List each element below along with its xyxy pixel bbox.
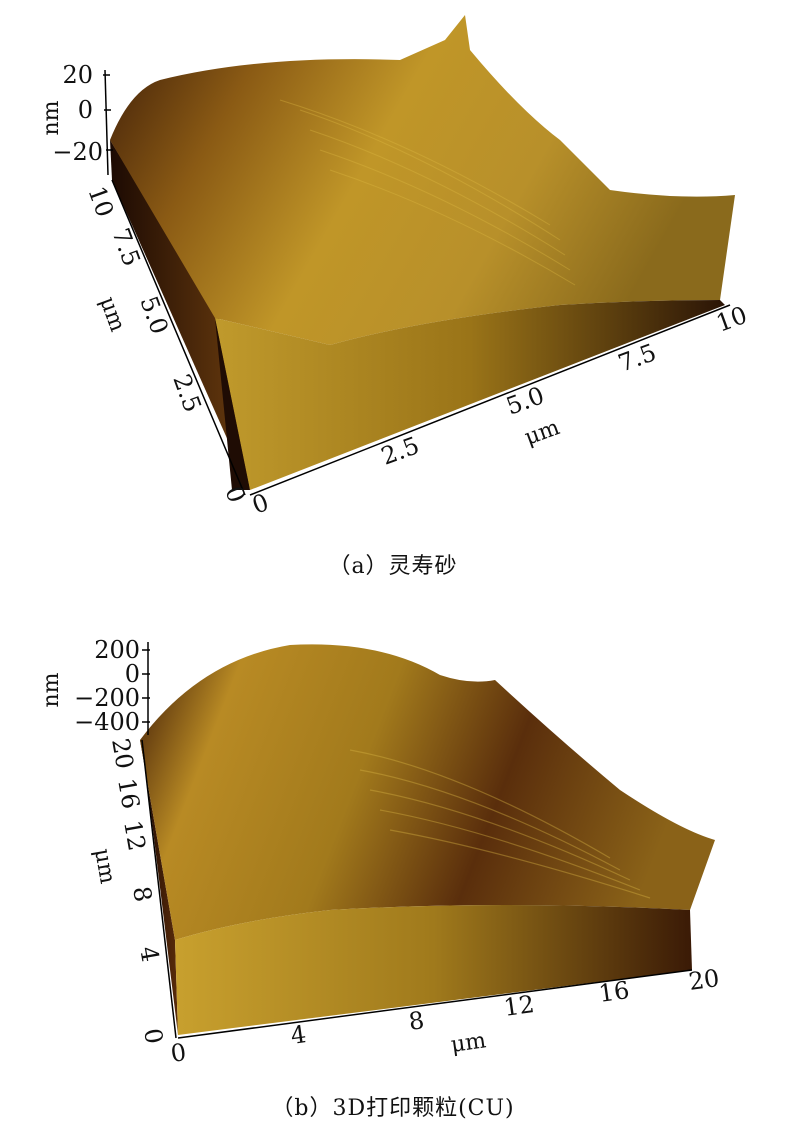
x-tick-b-2: 8 [407,1006,426,1036]
y-tick-b-4: 4 [134,944,164,964]
z-tick-a-2: −20 [52,138,103,166]
axes-a [103,69,731,496]
x-tick-b-0: 0 [169,1038,188,1068]
surface-front-face [215,300,725,490]
surface-texture [349,749,651,899]
x-tick-b-5: 20 [687,964,721,996]
caption-b: （b）3D打印颗粒(CU) [271,1096,515,1121]
panel-b: 200 0 −200 −400 nm 20 16 12 8 4 0 μm 0 4… [0,600,786,1129]
x-tick-b-4: 16 [597,976,631,1008]
surface-texture [279,99,576,286]
y-tick-b-3: 8 [127,884,157,904]
z-unit-a: nm [39,100,64,135]
y-tick-b-2: 12 [118,818,151,853]
axes-b [141,642,693,1039]
z-tick-b-2: −200 [74,684,140,712]
x-tick-a-0: 0 [248,488,272,520]
x-unit-a: μm [522,415,564,451]
x-unit-b: μm [449,1028,487,1058]
x-tick-b-3: 12 [502,990,536,1022]
x-tick-b-1: 4 [289,1020,308,1050]
y-unit-a: μm [94,294,130,336]
y-tick-a-0: 10 [82,182,119,220]
surface-front-edge [215,318,250,490]
z-unit-b: nm [39,672,64,707]
y-tick-b-1: 16 [112,776,145,811]
y-tick-b-0: 20 [106,736,139,771]
panel-a: 20 0 −20 nm 10 7.5 5.0 2.5 0 μm 0 2.5 5.… [39,15,751,579]
afm-plot-a: 20 0 −20 nm 10 7.5 5.0 2.5 0 μm 0 2.5 5.… [39,15,751,520]
y-tick-a-4: 0 [219,482,251,506]
z-tick-a-1: 0 [78,96,93,124]
y-unit-b: μm [89,847,120,886]
surface-front-face [175,905,692,1035]
surface-side-wall [110,140,250,490]
z-tick-b-1: 0 [125,660,140,688]
surface-top [140,644,715,940]
y-tick-b-5: 0 [138,1026,168,1046]
z-tick-b-0: 200 [94,636,140,664]
surface-top [110,15,735,345]
z-tick-a-0: 20 [62,61,93,89]
caption-a: （a）灵寿砂 [328,554,458,579]
z-tick-b-3: −400 [74,708,140,736]
afm-plot-b: 200 0 −200 −400 nm 20 16 12 8 4 0 μm 0 4… [39,636,721,1068]
